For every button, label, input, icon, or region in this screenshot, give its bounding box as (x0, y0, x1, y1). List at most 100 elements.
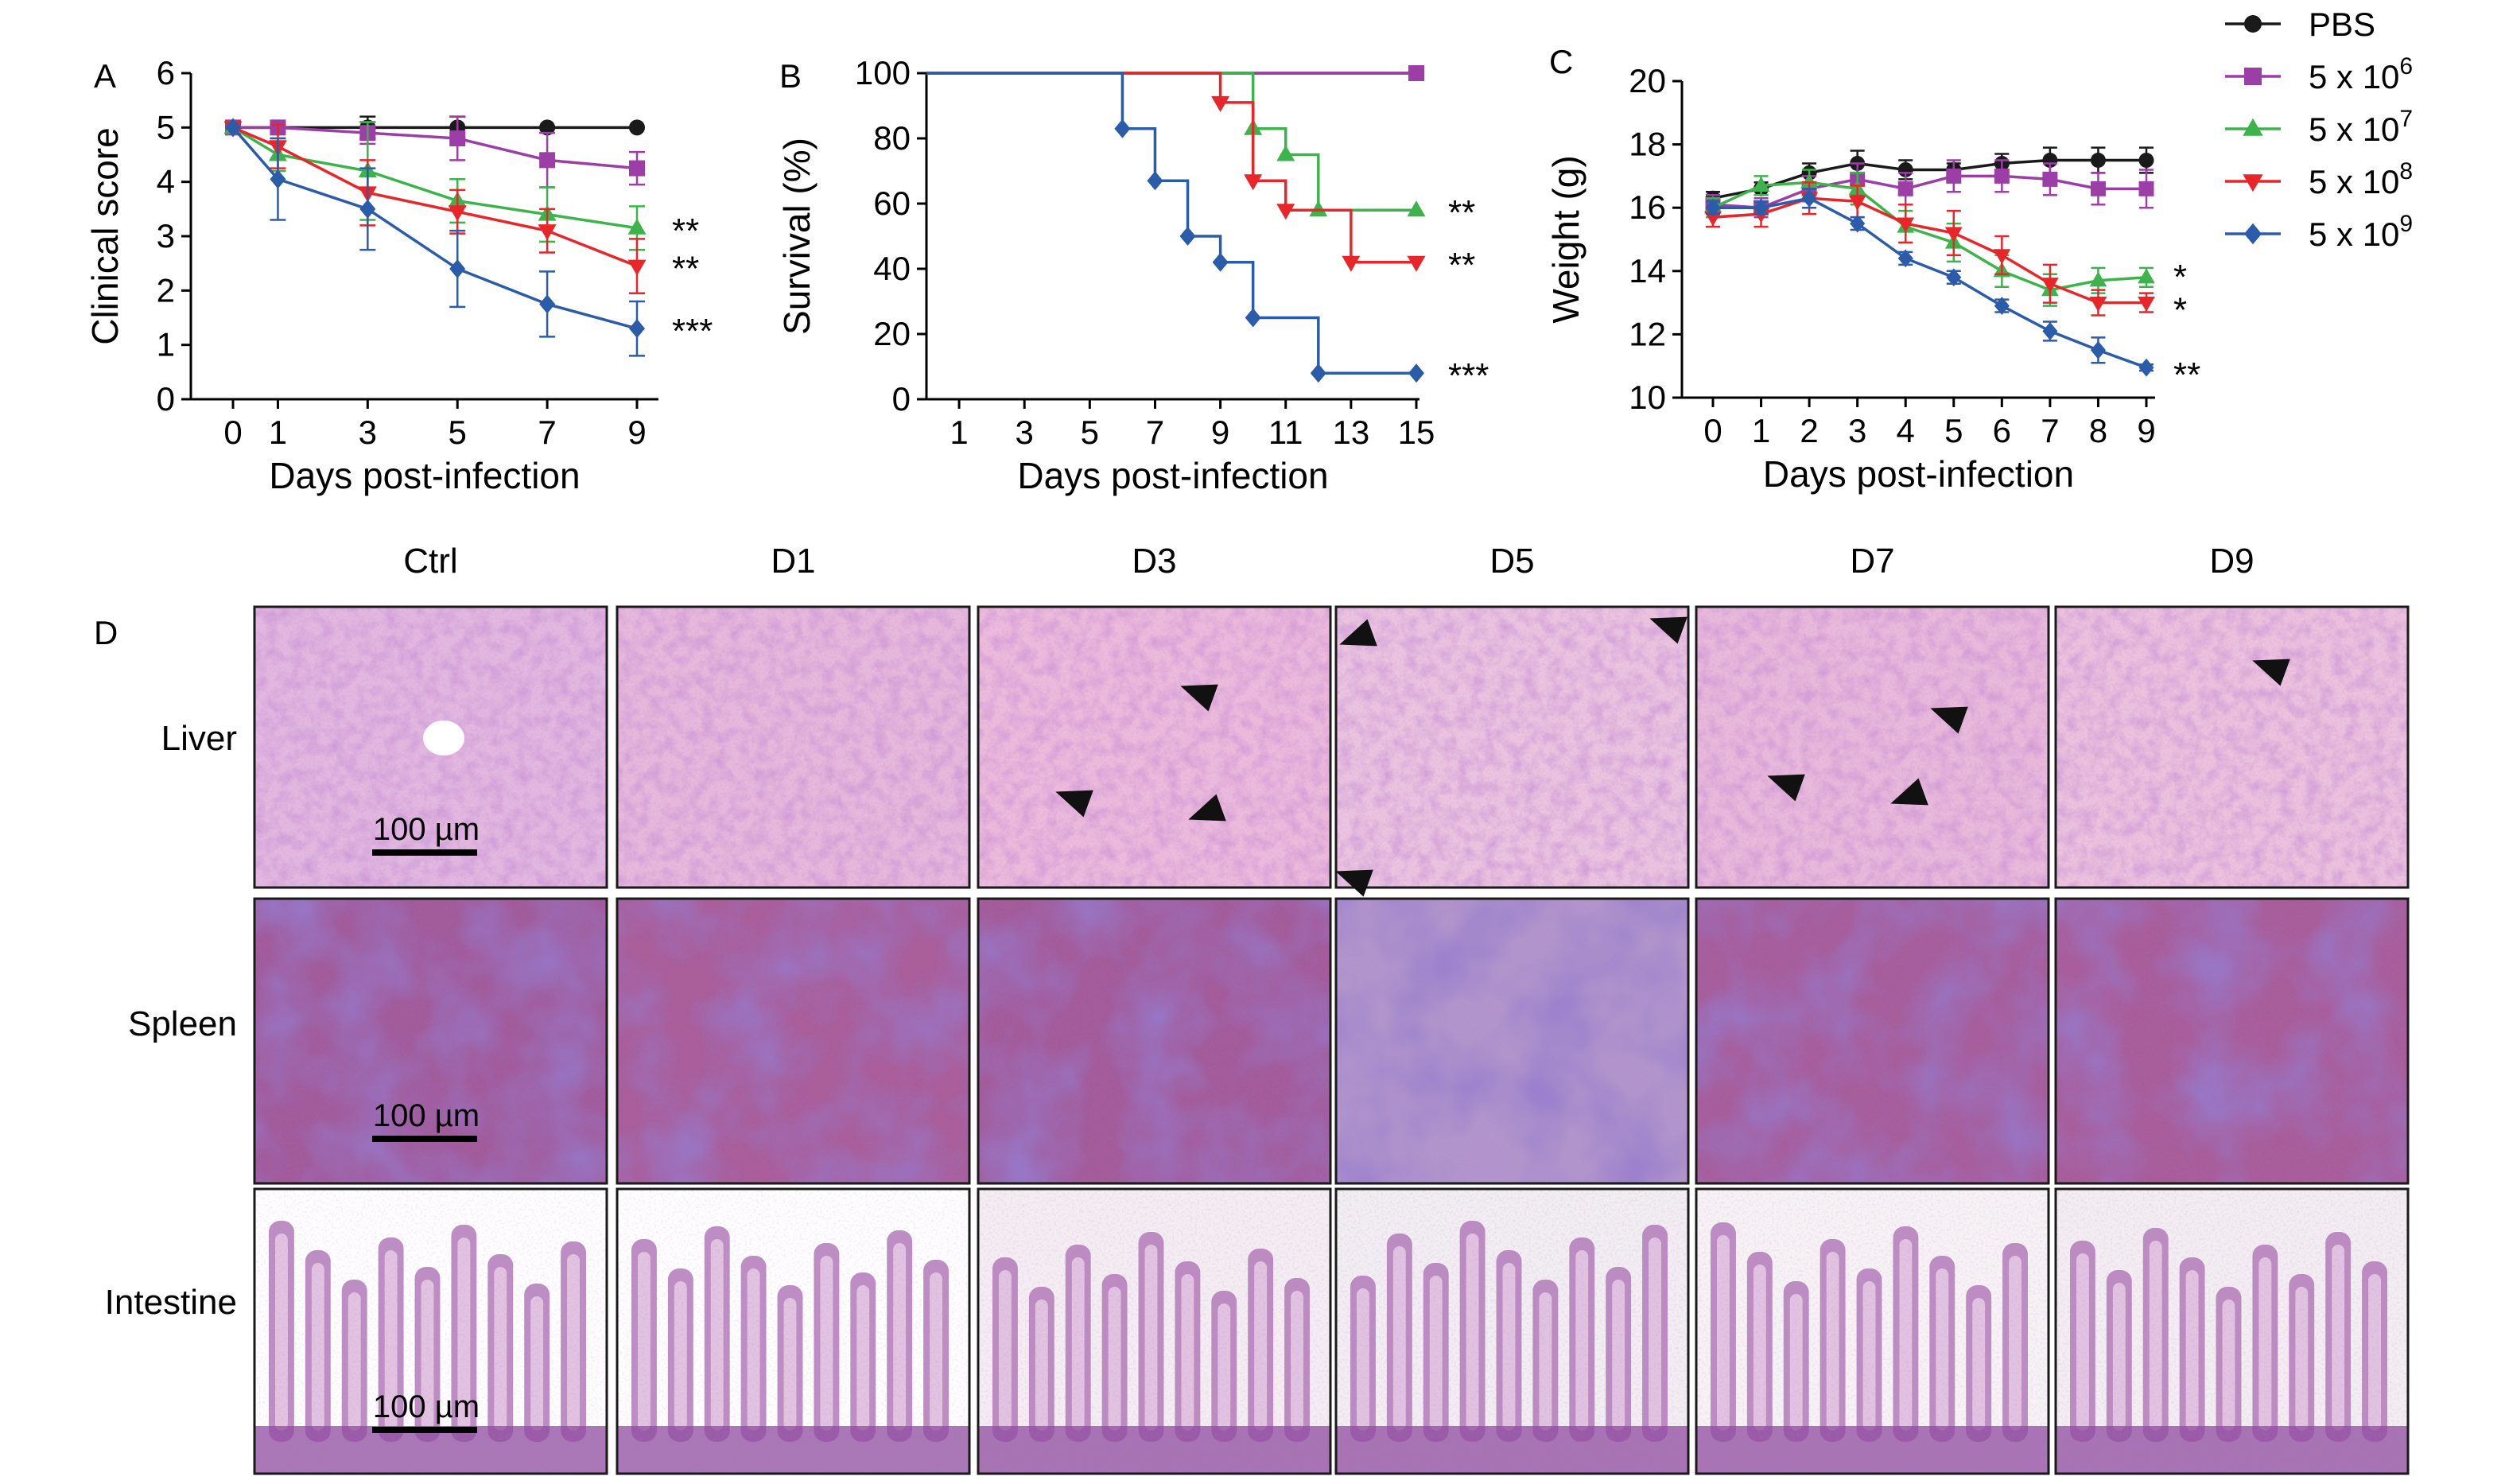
arrowhead-marker (1335, 869, 1373, 897)
micrograph-liver-d1 (616, 605, 971, 889)
x-tick-label: 0 (223, 414, 242, 451)
legend-label: 5 x 107 (2309, 106, 2413, 148)
panel-label-c: C (1549, 43, 1573, 80)
data-point (1754, 198, 1769, 217)
data-point (1179, 227, 1196, 246)
data-point (1276, 204, 1295, 220)
series-line (1712, 158, 2146, 200)
micrograph-intestine-d3 (977, 1187, 1332, 1475)
legend-exponent: 7 (2399, 106, 2413, 132)
tissue-grain (1336, 1189, 1688, 1474)
micrograph-intestine-d1 (616, 1187, 971, 1475)
tile-border (2054, 605, 2410, 889)
legend: PBS 5 x 106 5 x 107 5 x 108 5 x 109 (2225, 6, 2413, 253)
y-tick-label: 1 (157, 326, 175, 363)
scale-bar-label: 100 µm (373, 1098, 480, 1133)
arrowhead-marker (1930, 706, 1968, 734)
data-point (538, 224, 557, 241)
legend-entry-dose-7: 5 x 107 (2225, 106, 2413, 148)
y-tick-label: 80 (873, 119, 911, 157)
data-point (1944, 227, 1963, 243)
x-tick-label: 1 (1752, 412, 1770, 449)
data-point (1342, 255, 1361, 272)
tissue-grain (1696, 1189, 2049, 1474)
arrowhead-marker (1180, 684, 1218, 712)
y-tick-label: 6 (157, 54, 175, 91)
tile-border (1695, 1187, 2050, 1475)
panel-label-a: A (94, 57, 116, 95)
tissue-nuclei (978, 607, 1330, 888)
significance-mark: ** (672, 212, 699, 251)
y-tick-label: 10 (1629, 379, 1666, 416)
micrograph-liver-ctrl (253, 605, 608, 889)
x-tick-label: 9 (627, 414, 646, 451)
data-point (2090, 340, 2106, 359)
x-tick-label: 7 (2041, 412, 2059, 449)
column-label-d7: D7 (1850, 542, 1894, 581)
micrograph-spleen-d3 (977, 897, 1332, 1185)
significance-mark: ** (2173, 355, 2200, 394)
y-tick-label: 0 (892, 380, 911, 418)
data-point (1212, 252, 1229, 272)
legend-marker (2243, 174, 2263, 192)
x-tick-label: 13 (1333, 414, 1370, 451)
x-tick-label: 3 (359, 414, 377, 451)
series-5-x-107 (1704, 169, 2155, 307)
data-point (1276, 145, 1295, 161)
legend-label: 5 x 109 (2309, 211, 2413, 253)
data-point (2090, 181, 2106, 196)
legend-label: 5 x 106 (2309, 53, 2413, 95)
y-tick-label: 20 (1629, 62, 1666, 99)
tile-border (253, 1187, 608, 1475)
micrograph-spleen-d5 (1334, 897, 1690, 1185)
tile-border (616, 605, 971, 889)
x-tick-label: 1 (269, 414, 287, 451)
micrograph-intestine-d5 (1334, 1187, 1690, 1475)
column-label-d5: D5 (1489, 542, 1534, 581)
series-line (233, 126, 638, 170)
x-tick-label: 4 (1897, 412, 1915, 449)
panel-label-d: D (94, 614, 118, 651)
series-line (1713, 196, 2147, 369)
column-label-d1: D1 (771, 542, 815, 581)
micrograph-intestine-d7 (1695, 1187, 2050, 1475)
micrograph-spleen-d1 (616, 897, 971, 1185)
survival-step-line (926, 72, 1416, 375)
series-line (232, 126, 638, 230)
data-point (1994, 168, 2010, 184)
x-tick-label: 7 (1146, 414, 1164, 451)
tile-border (977, 897, 1332, 1185)
data-point (2089, 271, 2107, 287)
tissue-grain (978, 899, 1330, 1183)
x-tick-label: 5 (1944, 412, 1963, 449)
y-axis-title: Clinical score (84, 127, 126, 345)
x-tick-label: 2 (1800, 412, 1818, 449)
data-point (1897, 217, 1915, 233)
legend-entry-pbs: PBS (2225, 6, 2375, 43)
x-tick-label: 11 (1268, 414, 1303, 451)
data-point (1245, 308, 1261, 328)
data-point (627, 259, 647, 276)
legend-label: PBS (2309, 6, 2375, 43)
survival-step-line (926, 72, 1416, 212)
tissue-grain (2056, 1189, 2408, 1474)
arrowhead-marker (1055, 790, 1093, 818)
series-5-x-108 (926, 72, 1426, 272)
arrowhead-marker (1188, 794, 1226, 822)
arrowhead-marker (1649, 616, 1687, 644)
y-axis-title: Weight (g) (1545, 155, 1586, 323)
data-point (1309, 200, 1328, 217)
micrograph-liver-d9 (2054, 605, 2410, 889)
y-tick-label: 0 (157, 380, 175, 418)
legend-exponent: 9 (2399, 211, 2413, 237)
y-tick-label: 100 (855, 54, 911, 91)
y-tick-label: 18 (1629, 126, 1666, 163)
arrowhead-marker (1767, 774, 1805, 802)
data-point (1705, 198, 1721, 217)
scale-bar-spleen: 100 µm (372, 1098, 480, 1142)
tissue-grain (617, 1189, 969, 1474)
data-point (2138, 153, 2154, 168)
micrograph-spleen-d7 (1695, 897, 2050, 1185)
